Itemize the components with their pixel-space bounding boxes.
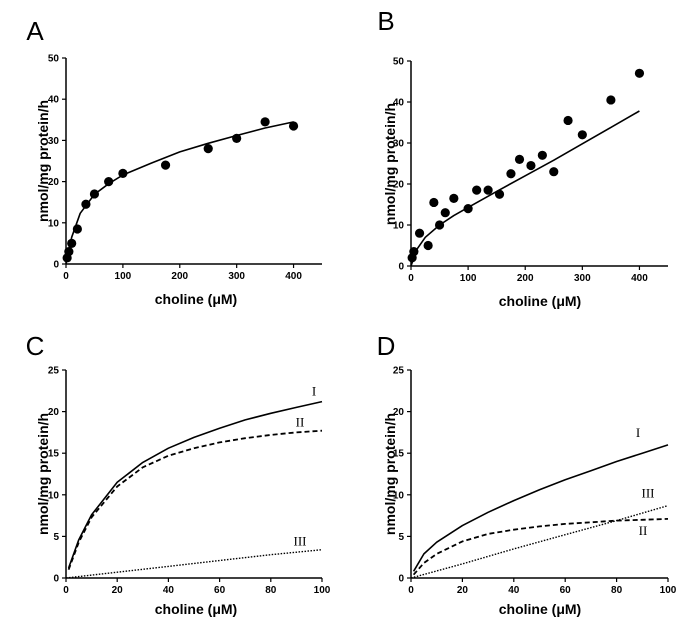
series-line-iii — [410, 504, 669, 579]
x-tick-label: 60 — [560, 585, 572, 596]
y-tick-label: 0 — [53, 260, 59, 271]
y-tick-label: 25 — [48, 366, 60, 377]
data-point — [203, 144, 213, 154]
chart-panel-a: A 0 10 20 30 40 50 0 100 200 300 400 nmol/mg protein… — [26, 16, 322, 307]
panel-letter: B — [377, 6, 394, 36]
x-axis-title: choline (μM) — [499, 601, 581, 617]
series-label-iii: III — [294, 534, 307, 549]
y-axis-title: nmol/mg protein/h — [382, 103, 398, 225]
data-point — [288, 121, 299, 131]
y-tick-label: 30 — [48, 136, 60, 147]
y-tick-label: 10 — [48, 490, 60, 501]
y-axis-title: nmol/mg protein/h — [35, 413, 51, 535]
x-axis-title: choline (μM) — [155, 291, 237, 307]
data-point — [429, 197, 439, 208]
series-label-iii: III — [642, 486, 655, 501]
y-tick-label: 0 — [53, 574, 59, 585]
x-tick-label: 40 — [508, 585, 520, 596]
series-label-ii: II — [296, 415, 305, 430]
series-label-i: I — [636, 425, 640, 440]
panel-letter: D — [377, 331, 396, 361]
chart-panel-d: D 0 5 10 15 20 25 0 20 40 60 80 100 nmol/mg protein/h… — [377, 331, 677, 617]
x-tick-label: 40 — [163, 585, 175, 596]
fit-line — [410, 110, 640, 267]
y-tick-label: 10 — [393, 221, 405, 232]
data-point — [414, 228, 425, 238]
x-tick-label: 200 — [171, 271, 188, 282]
data-point — [537, 150, 547, 160]
data-point — [104, 177, 114, 187]
data-point — [472, 185, 482, 195]
x-tick-label: 80 — [611, 585, 623, 596]
x-axis-title: choline (μM) — [499, 293, 581, 309]
y-tick-label: 20 — [393, 180, 405, 191]
x-tick-label: 100 — [314, 585, 331, 596]
data-point — [260, 117, 270, 127]
y-tick-label: 0 — [398, 262, 404, 273]
y-tick-label: 15 — [393, 449, 405, 460]
panel-letter: C — [26, 331, 45, 361]
x-tick-label: 200 — [517, 273, 534, 284]
x-tick-label: 300 — [574, 273, 591, 284]
y-tick-label: 5 — [53, 532, 59, 543]
x-tick-label: 0 — [408, 273, 414, 284]
x-tick-label: 0 — [408, 585, 414, 596]
y-tick-label: 20 — [48, 407, 60, 418]
series-line-ii — [67, 429, 323, 571]
data-point — [423, 240, 433, 251]
x-tick-label: 100 — [460, 273, 477, 284]
y-tick-label: 40 — [393, 98, 405, 109]
x-tick-label: 80 — [265, 585, 277, 596]
data-point — [634, 68, 645, 78]
y-tick-label: 50 — [393, 57, 405, 68]
y-tick-label: 50 — [48, 54, 60, 65]
panel-letter: A — [26, 16, 44, 46]
y-tick-label: 20 — [48, 177, 60, 188]
data-point — [483, 185, 493, 195]
y-tick-label: 40 — [48, 95, 60, 106]
chart-panel-c: C 0 5 10 15 20 25 0 20 40 60 80 100 nmol/mg protein/h… — [26, 331, 331, 617]
y-tick-label: 30 — [393, 139, 405, 150]
series-line-i — [67, 400, 323, 569]
y-axis-title: nmol/mg protein/h — [35, 100, 51, 222]
x-axis-title: choline (μM) — [155, 601, 237, 617]
y-tick-label: 15 — [48, 449, 60, 460]
x-tick-label: 100 — [660, 585, 677, 596]
data-point — [160, 160, 171, 170]
y-tick-label: 25 — [393, 366, 405, 377]
data-point — [563, 115, 573, 126]
y-tick-label: 10 — [393, 490, 405, 501]
data-point — [526, 160, 536, 171]
y-tick-label: 5 — [398, 532, 404, 543]
data-point — [440, 208, 450, 218]
data-point — [549, 167, 559, 177]
series-line-iii — [65, 549, 323, 579]
y-tick-label: 0 — [398, 574, 404, 585]
y-tick-label: 10 — [48, 218, 60, 229]
x-tick-label: 20 — [112, 585, 124, 596]
series-line-i — [412, 444, 669, 572]
series-line-ii — [412, 518, 669, 576]
x-tick-label: 0 — [63, 271, 69, 282]
data-point — [449, 193, 459, 203]
y-axis-title: nmol/mg protein/h — [382, 413, 398, 535]
series-label-ii: II — [639, 523, 648, 538]
series-label-i: I — [312, 384, 316, 399]
x-tick-label: 400 — [631, 273, 648, 284]
data-point — [577, 130, 587, 140]
x-tick-label: 100 — [115, 271, 132, 282]
x-tick-label: 20 — [457, 585, 469, 596]
fit-line — [65, 121, 294, 265]
x-tick-label: 60 — [214, 585, 226, 596]
y-tick-label: 20 — [393, 407, 405, 418]
x-tick-label: 0 — [63, 585, 69, 596]
x-tick-label: 300 — [228, 271, 245, 282]
data-point — [514, 154, 525, 164]
data-point — [606, 95, 616, 105]
data-point — [506, 169, 516, 179]
x-tick-label: 400 — [285, 271, 302, 282]
chart-panel-b: B 0 10 20 30 40 50 0 100 200 300 400 nmol/mg protein… — [377, 6, 668, 309]
